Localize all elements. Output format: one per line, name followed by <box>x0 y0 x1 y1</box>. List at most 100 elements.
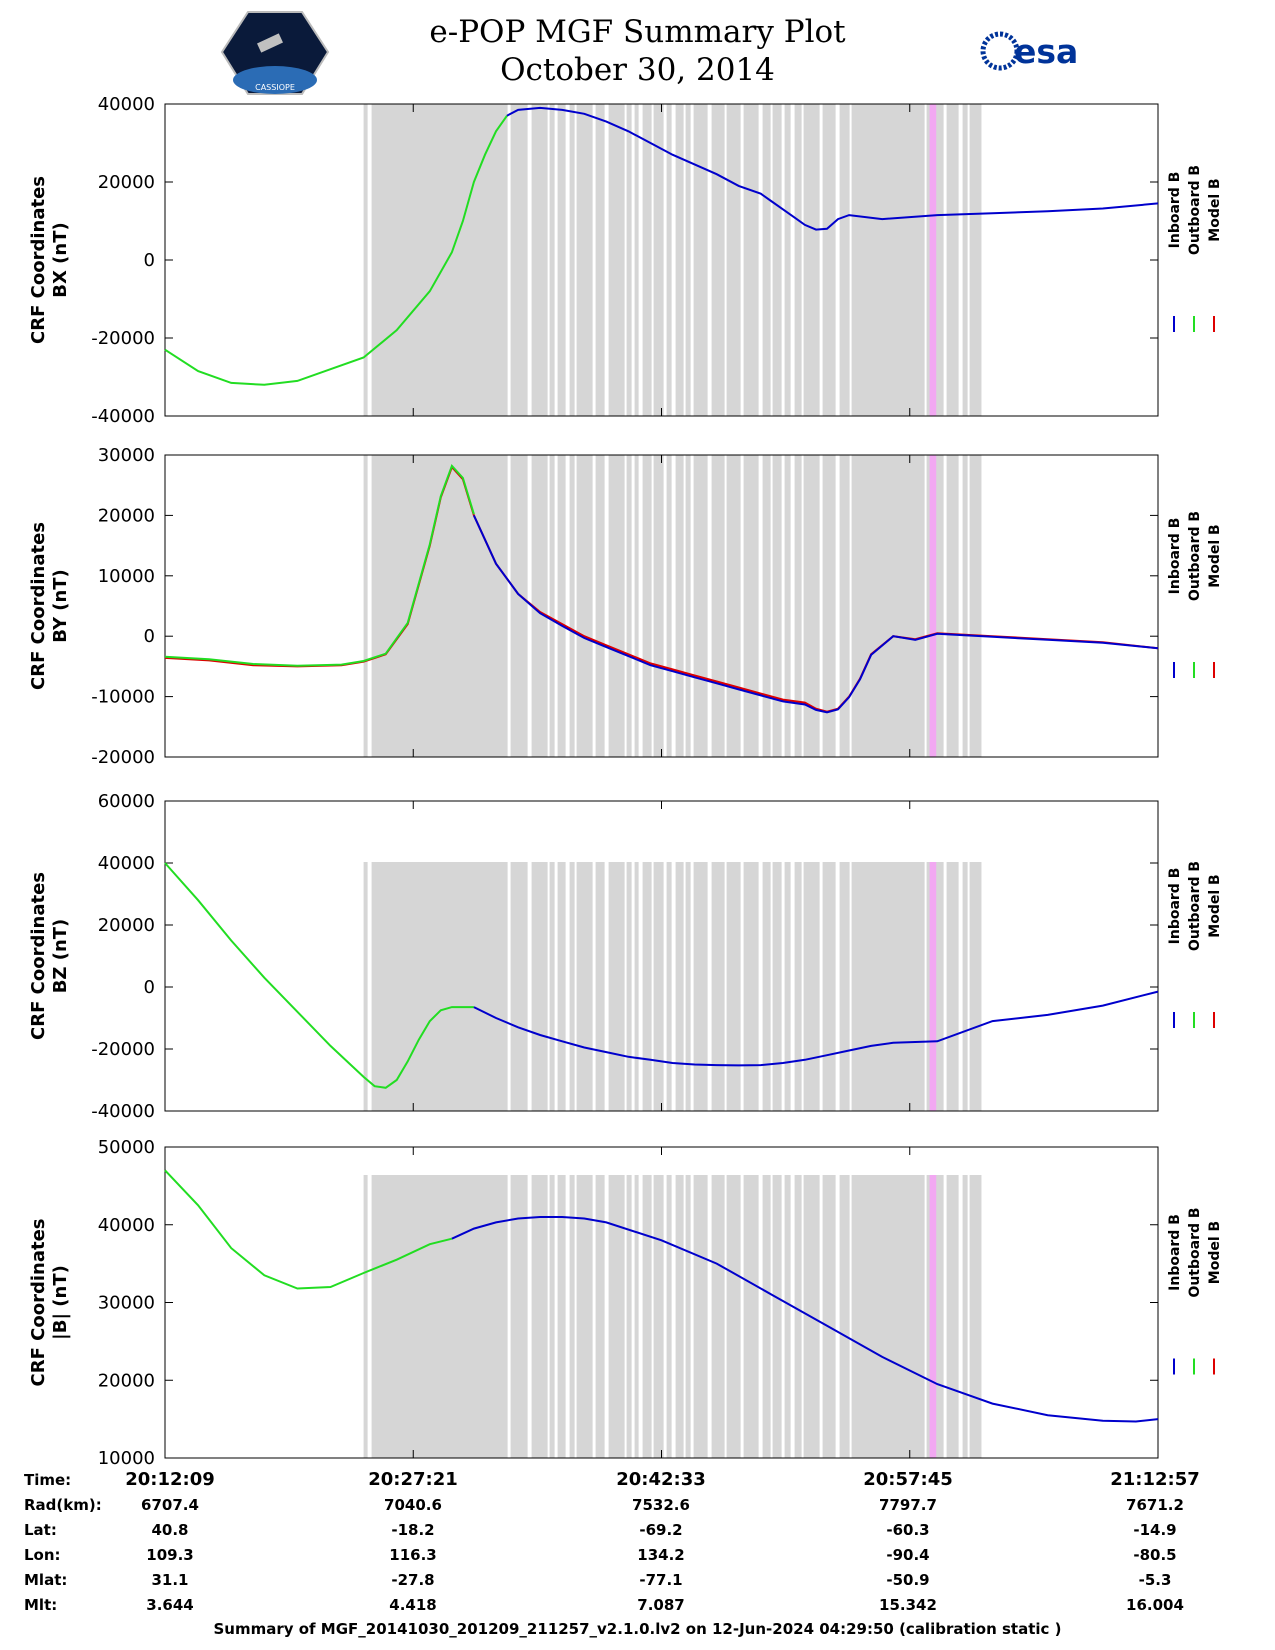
info-cell: 7671.2 <box>1126 1496 1184 1514</box>
shading-gap <box>849 1175 852 1458</box>
info-cell: 40.8 <box>151 1521 188 1539</box>
shading-gap <box>707 862 712 1111</box>
shading-gap <box>604 862 609 1111</box>
shading-gap <box>943 104 947 416</box>
info-cell: -5.3 <box>1139 1571 1172 1589</box>
shading-gap <box>631 455 635 757</box>
y-tick-label: 40000 <box>98 853 155 874</box>
info-cell: 3.644 <box>146 1596 193 1610</box>
info-cell: -14.9 <box>1133 1521 1176 1539</box>
shading-gap <box>967 1175 970 1458</box>
chart-panel: 30000 20000 10000 0 -10000 -20000 CRF Coordina… <box>28 445 1223 768</box>
y-tick-label: -20000 <box>91 328 155 349</box>
shading-gap <box>507 455 511 757</box>
y-tick-label: 20000 <box>98 1370 155 1391</box>
shading-gap <box>770 104 773 416</box>
shading-gap <box>554 862 558 1111</box>
chart-panel: 40000 20000 0 -20000 -40000 CRF Coordinates BX… <box>28 94 1223 427</box>
shading-gap <box>565 455 570 757</box>
shading-gap <box>663 1175 667 1458</box>
shading-gap <box>624 104 627 416</box>
series-line-outboard-b <box>164 1169 453 1290</box>
shading-gap <box>507 862 511 1111</box>
shading-gap <box>592 455 596 757</box>
shading-gap <box>527 862 532 1111</box>
y-tick-label: 30000 <box>98 445 155 466</box>
shading-gap <box>707 1175 712 1458</box>
info-row-label: Mlat: <box>24 1571 67 1589</box>
shading-gap <box>367 104 372 416</box>
shading-gap <box>663 104 667 416</box>
shading-gap <box>835 1175 840 1458</box>
shading-gap <box>565 862 570 1111</box>
shading-gap <box>683 1175 686 1458</box>
shading-gap <box>367 1175 372 1458</box>
shading-gap <box>574 455 577 757</box>
info-cell: 31.1 <box>151 1571 188 1589</box>
shading-gap <box>574 862 577 1111</box>
shading-gap <box>507 104 511 416</box>
shading-gap <box>740 104 744 416</box>
shading-gap <box>740 1175 744 1458</box>
shading-gap <box>924 455 927 757</box>
shading-gap <box>790 104 795 416</box>
info-cell: -50.9 <box>886 1571 929 1589</box>
info-cell: 20:12:09 <box>125 1469 215 1490</box>
shading-gap <box>835 455 840 757</box>
shading-gap <box>690 455 694 757</box>
shading-gap <box>638 1175 643 1458</box>
shading-gap <box>527 455 532 757</box>
cassiope-logo: CASSIOPE <box>220 11 330 95</box>
shading-gap <box>781 455 785 757</box>
legend-label: Inboard B <box>1167 868 1183 945</box>
y-tick-label: 0 <box>144 250 155 271</box>
shading-gap <box>819 1175 823 1458</box>
y-axis-unit-label: BX (nT) <box>50 222 71 297</box>
info-cell: 7040.6 <box>384 1496 442 1514</box>
info-row-label: Lon: <box>24 1546 61 1564</box>
y-tick-label: -20000 <box>91 747 155 768</box>
shading-gap <box>638 455 643 757</box>
info-cell: 109.3 <box>146 1546 193 1564</box>
info-cell: -60.3 <box>886 1521 929 1539</box>
shading-gap <box>967 104 970 416</box>
cassiope-logo-text: CASSIOPE <box>255 83 295 92</box>
shading-gap <box>967 455 970 757</box>
y-axis-unit-label: BY (nT) <box>50 569 71 643</box>
y-axis-label: CRF Coordinates <box>28 1219 49 1387</box>
shading-gap <box>770 455 773 757</box>
shading-gap <box>724 862 727 1111</box>
shading-gap <box>790 455 795 757</box>
legend-label: Inboard B <box>1167 518 1183 595</box>
info-cell: 7.087 <box>637 1596 684 1610</box>
shading-gap <box>604 1175 609 1458</box>
info-row-label: Rad(km): <box>24 1496 102 1514</box>
flag-shading <box>929 862 937 1111</box>
y-tick-label: 10000 <box>98 1448 155 1469</box>
shading-gap <box>835 862 840 1111</box>
shading-gap <box>958 104 963 416</box>
shading-gap <box>671 1175 676 1458</box>
shading-gap <box>690 862 694 1111</box>
shading-gap <box>663 455 667 757</box>
plot-title: e-POP MGF Summary Plot <box>429 14 846 50</box>
info-cell: 15.342 <box>879 1596 937 1610</box>
shading-gap <box>740 455 744 757</box>
legend-label: Outboard B <box>1187 165 1203 255</box>
shading-gap <box>790 862 795 1111</box>
info-cell: 7532.6 <box>632 1496 690 1514</box>
info-cell: -18.2 <box>391 1521 434 1539</box>
y-tick-label: 40000 <box>98 1215 155 1236</box>
info-cell: 4.418 <box>389 1596 436 1610</box>
y-tick-label: 10000 <box>98 566 155 587</box>
info-cell: 116.3 <box>389 1546 436 1564</box>
shading-gap <box>819 455 823 757</box>
info-cell: 21:12:57 <box>1110 1469 1200 1490</box>
shading-gap <box>631 104 635 416</box>
footer-caption: Summary of MGF_20141030_201209_211257_v2… <box>213 1620 1062 1638</box>
y-tick-label: 60000 <box>98 791 155 812</box>
series-line-inboard-b <box>473 990 1159 1067</box>
shading-gap <box>943 455 947 757</box>
shading-gap <box>527 104 532 416</box>
y-tick-label: 30000 <box>98 1293 155 1314</box>
